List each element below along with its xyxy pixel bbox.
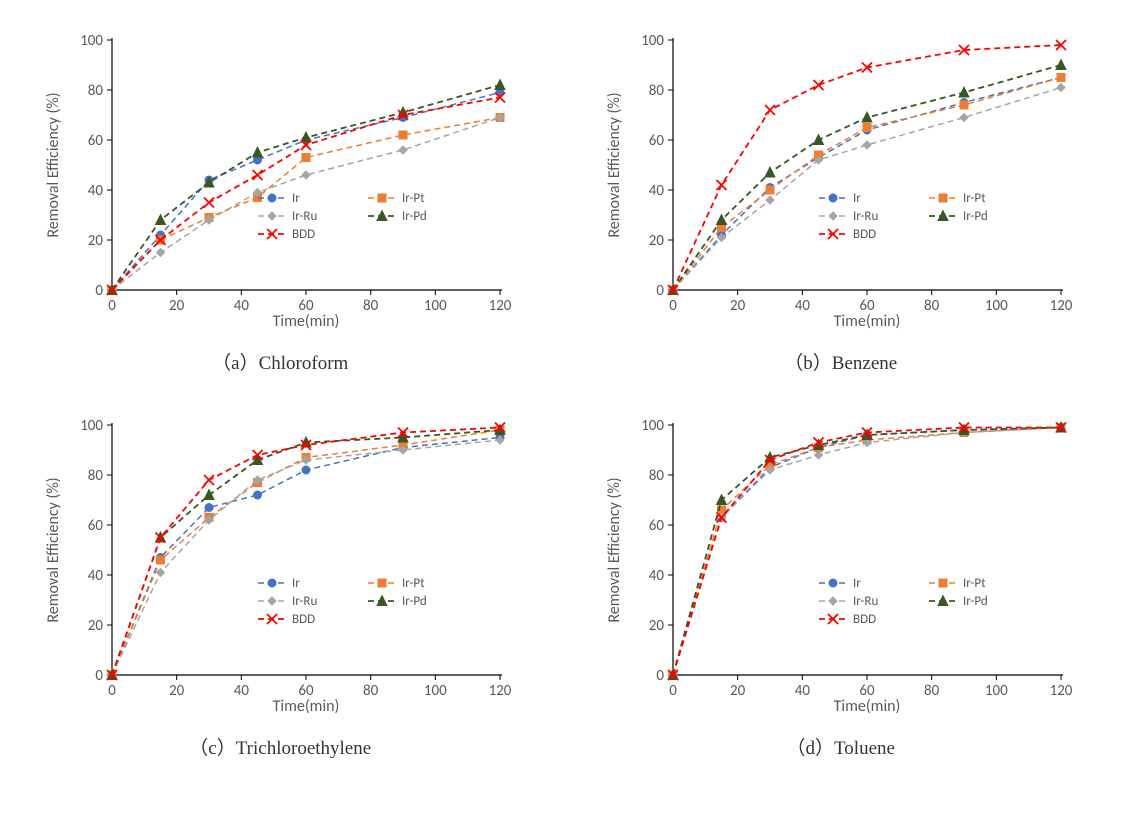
- svg-text:80: 80: [924, 682, 940, 700]
- svg-text:Ir: Ir: [292, 191, 300, 206]
- svg-text:40: 40: [794, 297, 810, 315]
- svg-text:Removal Efficiency (%): Removal Efficiency (%): [44, 477, 63, 622]
- caption-b: （b）Benzene: [784, 348, 897, 375]
- svg-text:Time(min): Time(min): [833, 312, 900, 331]
- svg-text:Ir-Ru: Ir-Ru: [292, 209, 317, 224]
- svg-text:20: 20: [730, 297, 746, 315]
- svg-text:0: 0: [108, 297, 116, 315]
- svg-text:60: 60: [649, 132, 665, 150]
- svg-text:100: 100: [641, 417, 664, 435]
- svg-text:0: 0: [96, 667, 104, 685]
- svg-text:80: 80: [649, 467, 665, 485]
- svg-text:0: 0: [656, 667, 664, 685]
- svg-text:0: 0: [96, 282, 104, 300]
- svg-text:BDD: BDD: [853, 612, 876, 627]
- svg-text:Removal Efficiency (%): Removal Efficiency (%): [44, 92, 63, 237]
- caption-d: （d）Toluene: [787, 733, 895, 760]
- panel-d: 020406080100020406080100120Time(min)Remo…: [591, 405, 1092, 760]
- svg-text:Ir-Pt: Ir-Pt: [402, 576, 425, 591]
- svg-text:120: 120: [1049, 682, 1072, 700]
- svg-text:40: 40: [234, 682, 250, 700]
- panel-b: 020406080100020406080100120Time(min)Remo…: [591, 20, 1092, 375]
- svg-text:Ir: Ir: [853, 576, 861, 591]
- svg-text:Ir: Ir: [292, 576, 300, 591]
- svg-text:40: 40: [88, 567, 104, 585]
- svg-text:40: 40: [794, 682, 810, 700]
- svg-text:Ir-Ru: Ir-Ru: [853, 594, 878, 609]
- svg-text:20: 20: [730, 682, 746, 700]
- svg-text:120: 120: [489, 297, 512, 315]
- svg-text:Ir-Pd: Ir-Pd: [402, 594, 427, 609]
- svg-text:60: 60: [88, 517, 104, 535]
- svg-text:100: 100: [424, 682, 447, 700]
- svg-text:0: 0: [108, 682, 116, 700]
- svg-text:100: 100: [985, 297, 1008, 315]
- svg-text:Ir-Pt: Ir-Pt: [963, 576, 986, 591]
- svg-text:100: 100: [80, 32, 103, 50]
- svg-text:20: 20: [649, 232, 665, 250]
- chart-b: 020406080100020406080100120Time(min)Remo…: [601, 20, 1081, 340]
- svg-text:100: 100: [985, 682, 1008, 700]
- panel-c: 020406080100020406080100120Time(min)Remo…: [30, 405, 531, 760]
- svg-text:0: 0: [669, 682, 677, 700]
- svg-text:20: 20: [88, 617, 104, 635]
- chart-grid: 0 20 40 60 80 100 0 20 40 60 80 100 120 Time(min) Remo…: [30, 20, 1091, 760]
- svg-text:BDD: BDD: [853, 227, 876, 242]
- chart-a: 020406080100020406080100120Time(min)Remo…: [40, 20, 520, 340]
- svg-text:BDD: BDD: [292, 612, 315, 627]
- caption-c: （c）Trichloroethylene: [189, 733, 371, 760]
- svg-text:80: 80: [924, 297, 940, 315]
- svg-text:Time(min): Time(min): [833, 697, 900, 716]
- svg-text:80: 80: [649, 82, 665, 100]
- svg-text:20: 20: [169, 297, 185, 315]
- panel-a: 020406080100020406080100120Time(min)Remo…: [30, 20, 531, 375]
- svg-text:Ir: Ir: [853, 191, 861, 206]
- svg-text:40: 40: [649, 182, 665, 200]
- chart-d: 020406080100020406080100120Time(min)Remo…: [601, 405, 1081, 725]
- svg-text:120: 120: [489, 682, 512, 700]
- svg-text:60: 60: [649, 517, 665, 535]
- caption-a: （a）Chloroform: [212, 348, 348, 375]
- svg-text:40: 40: [234, 297, 250, 315]
- svg-text:Ir-Pd: Ir-Pd: [963, 594, 988, 609]
- chart-c: 020406080100020406080100120Time(min)Remo…: [40, 405, 520, 725]
- svg-text:120: 120: [1049, 297, 1072, 315]
- svg-text:80: 80: [363, 682, 379, 700]
- svg-text:60: 60: [88, 132, 104, 150]
- svg-text:80: 80: [88, 467, 104, 485]
- svg-text:Ir-Pt: Ir-Pt: [402, 191, 425, 206]
- svg-text:Removal Efficiency (%): Removal Efficiency (%): [605, 92, 624, 237]
- svg-text:20: 20: [169, 682, 185, 700]
- svg-text:100: 100: [424, 297, 447, 315]
- svg-text:100: 100: [80, 417, 103, 435]
- svg-text:0: 0: [656, 282, 664, 300]
- svg-text:0: 0: [669, 297, 677, 315]
- svg-text:20: 20: [88, 232, 104, 250]
- svg-text:80: 80: [363, 297, 379, 315]
- svg-text:Ir-Pd: Ir-Pd: [402, 209, 427, 224]
- svg-text:20: 20: [649, 617, 665, 635]
- svg-text:Ir-Pt: Ir-Pt: [963, 191, 986, 206]
- svg-text:100: 100: [641, 32, 664, 50]
- svg-text:Ir-Pd: Ir-Pd: [963, 209, 988, 224]
- svg-text:Ir-Ru: Ir-Ru: [853, 209, 878, 224]
- svg-text:Removal Efficiency (%): Removal Efficiency (%): [605, 477, 624, 622]
- svg-text:Ir-Ru: Ir-Ru: [292, 594, 317, 609]
- svg-text:BDD: BDD: [292, 227, 315, 242]
- svg-text:40: 40: [649, 567, 665, 585]
- svg-text:40: 40: [88, 182, 104, 200]
- svg-text:Time(min): Time(min): [273, 312, 340, 331]
- svg-text:Time(min): Time(min): [273, 697, 340, 716]
- svg-text:80: 80: [88, 82, 104, 100]
